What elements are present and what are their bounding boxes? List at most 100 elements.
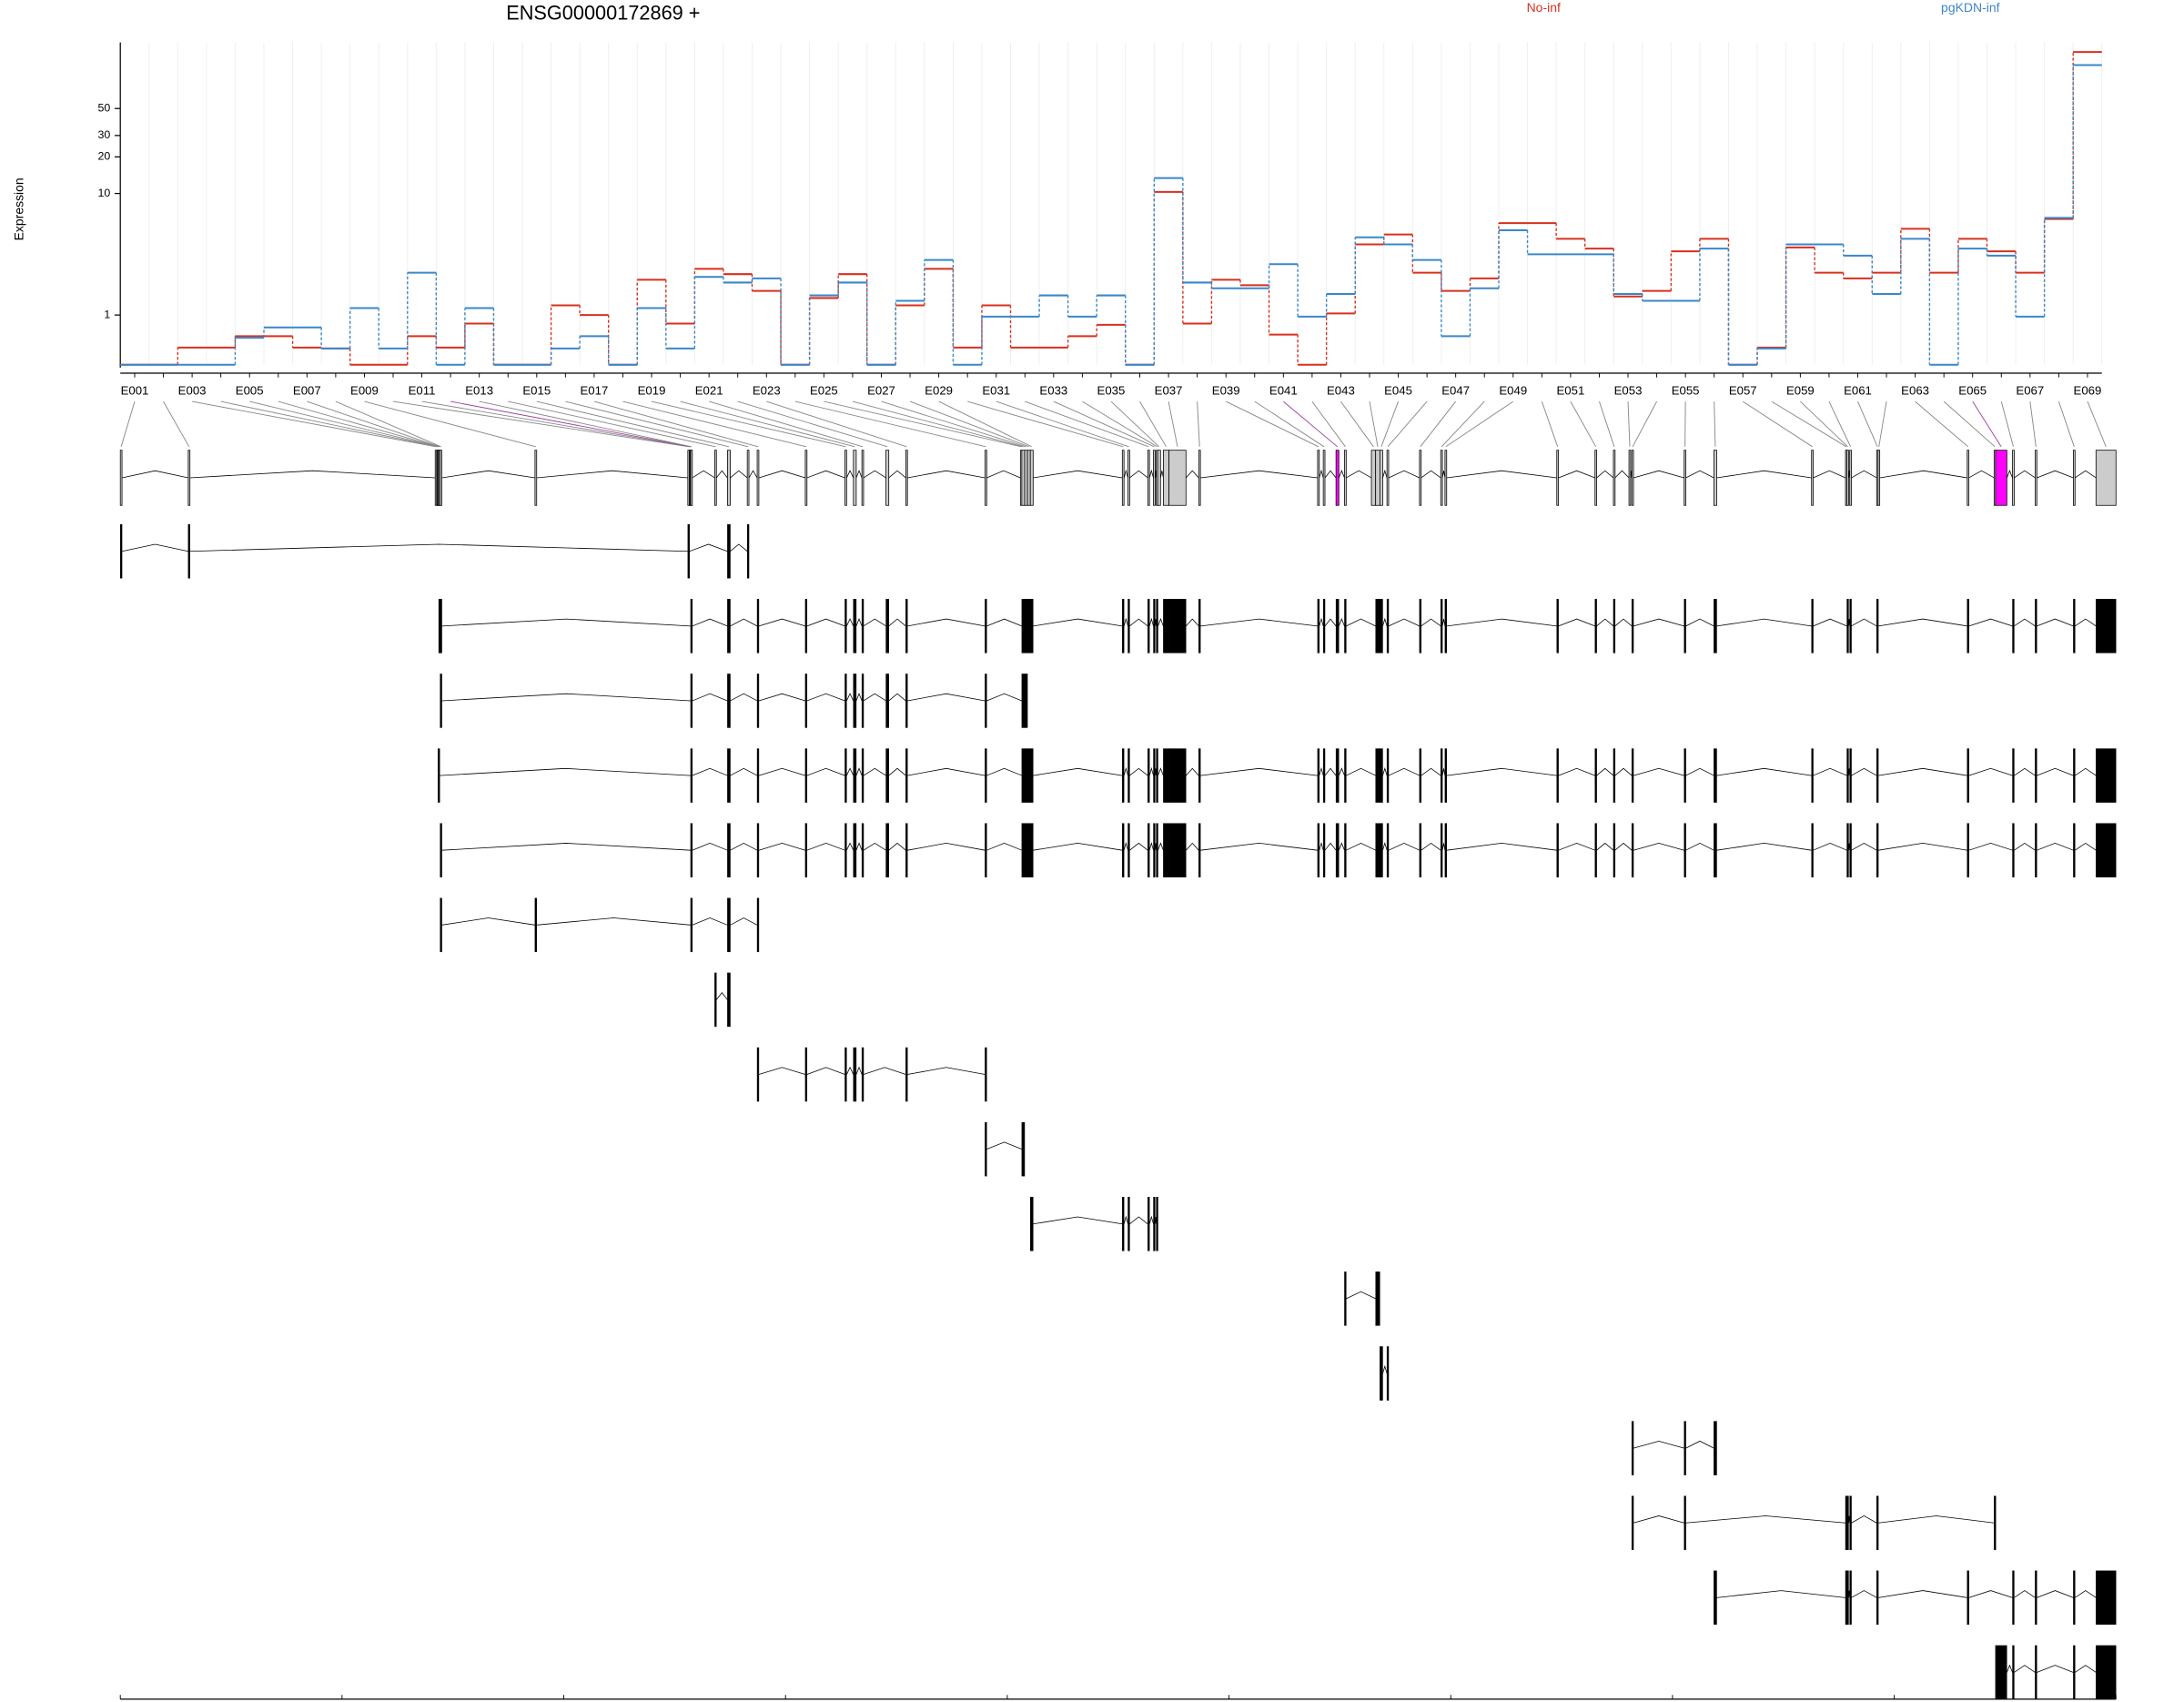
intron — [1813, 470, 1846, 479]
intron — [1421, 767, 1441, 776]
intron — [845, 842, 854, 851]
exon-label: E067 — [2016, 384, 2044, 398]
intron — [441, 470, 535, 479]
intron — [441, 618, 691, 627]
transcript-exon — [905, 674, 908, 728]
gene-exon — [985, 450, 987, 506]
intron — [1614, 618, 1633, 627]
intron — [1129, 842, 1148, 851]
transcript-exon — [1849, 1570, 1852, 1626]
transcript-exon — [1344, 1271, 1347, 1326]
intron — [1685, 470, 1714, 479]
transcript-exon — [1714, 1570, 1717, 1626]
exon-label: E049 — [1499, 384, 1527, 398]
intron — [2037, 1590, 2074, 1598]
exon-connector — [249, 400, 439, 448]
gene-exon — [690, 450, 693, 506]
exon-label: E059 — [1786, 384, 1815, 398]
transcript-exon — [1375, 599, 1380, 653]
transcript-exon — [985, 1121, 987, 1177]
intron — [1614, 842, 1633, 851]
exon-connector — [1627, 401, 1631, 447]
gene-exon — [1440, 450, 1443, 506]
transcript-exon — [1122, 748, 1125, 803]
intron — [863, 470, 886, 479]
intron — [888, 470, 906, 479]
intron — [1346, 618, 1376, 627]
transcript-exon — [1127, 599, 1130, 653]
intron — [440, 767, 691, 776]
exon-label: E069 — [2074, 384, 2102, 398]
intron — [1633, 470, 1684, 479]
intron — [1382, 1364, 1388, 1374]
transcript-exon — [804, 599, 808, 653]
transcript-exon — [1811, 599, 1814, 653]
transcript-exon — [985, 599, 987, 653]
transcript-exon — [690, 897, 693, 953]
transcript-exon — [1684, 823, 1686, 877]
intron — [986, 843, 1023, 851]
intron — [1968, 1590, 2013, 1598]
transcript-exon — [1849, 823, 1852, 877]
exon-connector — [508, 400, 716, 448]
transcript-exon — [1322, 748, 1326, 803]
gene-exon — [2073, 450, 2076, 506]
intron — [863, 767, 886, 776]
transcript-exon — [714, 972, 717, 1028]
transcript-exon — [1380, 823, 1383, 877]
intron — [121, 470, 188, 479]
intron — [1421, 470, 1441, 479]
gene-exon — [1419, 450, 1422, 506]
transcript-exon — [1876, 599, 1879, 653]
exon-label: E021 — [695, 384, 723, 398]
exon-connector — [1943, 400, 1996, 448]
transcript-exon — [727, 972, 731, 1028]
transcript-exon — [2096, 823, 2117, 877]
gene-exon — [1029, 450, 1034, 506]
transcript-exon — [1198, 823, 1201, 877]
exon-label: E037 — [1155, 384, 1183, 398]
gene-exon — [1153, 450, 1156, 506]
transcript-exon — [1631, 599, 1634, 653]
intron — [2006, 470, 2013, 479]
exon-connector — [1380, 400, 1399, 447]
intron — [845, 470, 854, 479]
intron — [855, 767, 863, 776]
intron — [1446, 618, 1557, 627]
exon-connector — [1445, 400, 1514, 448]
transcript-exon — [1021, 748, 1026, 803]
exon-label: E013 — [465, 384, 493, 398]
exon-label: E027 — [867, 384, 895, 398]
intron — [2075, 618, 2097, 627]
exon-connector — [1972, 400, 2002, 448]
x-tick-label: 119084776 — [536, 1700, 592, 1702]
exon-label: E023 — [753, 384, 781, 398]
exon-label: E001 — [121, 384, 149, 398]
transcript-exon — [1153, 748, 1156, 803]
transcript-exon — [1631, 823, 1634, 877]
intron — [730, 693, 758, 702]
intron — [1614, 470, 1630, 479]
transcript-exon — [440, 897, 442, 953]
transcript-exon — [1024, 748, 1028, 803]
exon-connector — [1441, 400, 1485, 448]
intron — [1878, 618, 1967, 627]
transcript-exon — [1849, 599, 1852, 653]
exon-label: E043 — [1327, 384, 1355, 398]
exon-connector — [766, 400, 907, 448]
exon-connector — [1771, 400, 1847, 448]
intron — [1148, 1215, 1154, 1224]
gene-exon — [853, 450, 857, 506]
transcript-exon — [1849, 1495, 1852, 1550]
transcript-exon — [1613, 823, 1616, 877]
transcript-exon — [1021, 1121, 1026, 1177]
transcript-exon — [1148, 599, 1150, 653]
transcript-exon — [985, 823, 987, 877]
transcript-exon — [756, 823, 760, 877]
intron — [806, 618, 845, 627]
intron — [863, 842, 886, 851]
intron — [1200, 843, 1318, 851]
y-tick-label: 1 — [104, 308, 110, 320]
gene-exon — [1317, 450, 1320, 506]
x-tick-label: 119061274 — [314, 1700, 369, 1702]
